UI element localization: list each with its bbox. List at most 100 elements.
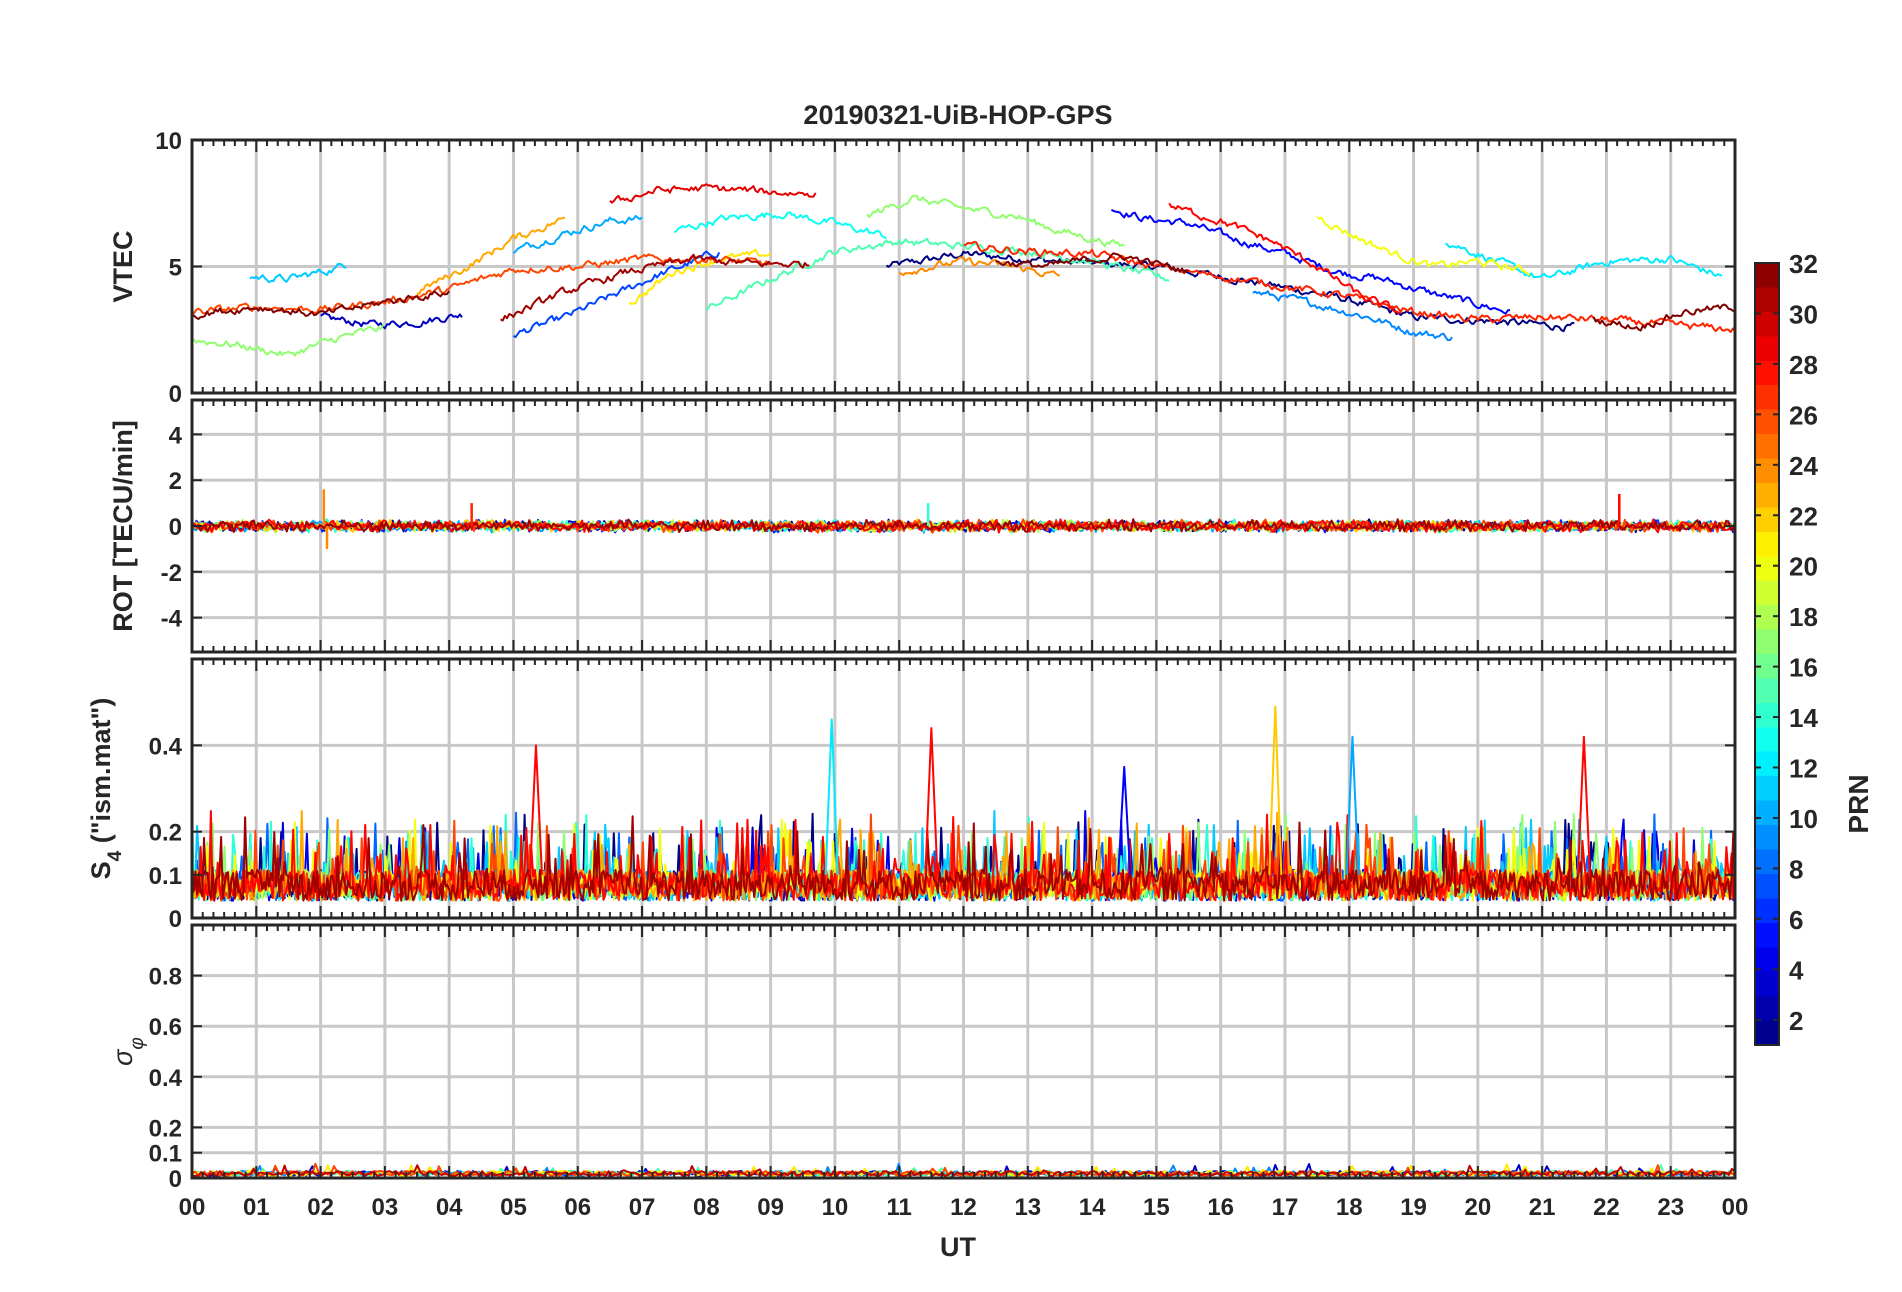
x-tick-label: 16 xyxy=(1207,1194,1234,1221)
colorbar-tick-label: 4 xyxy=(1789,955,1804,985)
colorbar-tick-label: 8 xyxy=(1789,854,1803,884)
x-tick-label: 04 xyxy=(436,1194,463,1221)
colorbar-tick-label: 26 xyxy=(1789,400,1818,430)
vtec-arc-prn-32 xyxy=(995,252,1189,274)
vtec-arc-prn-17 xyxy=(866,194,1125,248)
y-label-sub: φ xyxy=(127,1037,148,1049)
colorbar-tick-label: 28 xyxy=(1789,350,1818,380)
y-tick-label: 0.1 xyxy=(149,863,182,890)
s4-peak xyxy=(1345,735,1360,875)
colorbar-frame xyxy=(1754,262,1780,1046)
colorbar-label: PRN xyxy=(1843,774,1874,833)
x-tick-label: 10 xyxy=(822,1194,849,1221)
x-tick-label: 08 xyxy=(693,1194,720,1221)
data-layer xyxy=(192,183,1735,357)
y-tick-label: 0.6 xyxy=(149,1014,182,1041)
colorbar-tick-label: 10 xyxy=(1789,804,1818,834)
vtec-arc-prn-7 xyxy=(513,250,721,339)
s4-peak xyxy=(1576,735,1591,875)
y-tick-label: 2 xyxy=(169,468,182,495)
figure-title: 20190321-UiB-HOP-GPS xyxy=(803,100,1112,130)
vtec-arc-prn-17 xyxy=(192,324,385,357)
y-axis-label: VTEC xyxy=(108,230,138,302)
y-tick-label: 0 xyxy=(169,381,182,408)
vtec-arc-prn-32 xyxy=(1592,303,1735,332)
y-label-sub: 4 xyxy=(105,850,126,861)
x-tick-label: 21 xyxy=(1529,1194,1556,1221)
colorbar-tick-label: 2 xyxy=(1789,1006,1803,1036)
colorbar-tick-label: 6 xyxy=(1789,905,1803,935)
vtec-arc-prn-28 xyxy=(1168,202,1401,314)
y-tick-label: 0 xyxy=(169,514,182,541)
x-tick-label: 22 xyxy=(1593,1194,1620,1221)
x-tick-label: 18 xyxy=(1336,1194,1363,1221)
y-label-main: σ xyxy=(108,1048,138,1066)
y-label-rest: ("ism.mat") xyxy=(86,698,116,851)
y-tick-label: 5 xyxy=(169,255,182,282)
x-tick-label: 20 xyxy=(1464,1194,1491,1221)
y-tick-label: 4 xyxy=(169,422,183,449)
x-tick-label: 14 xyxy=(1079,1194,1106,1221)
data-layer xyxy=(192,489,1735,549)
x-tick-label: 00 xyxy=(179,1194,206,1221)
vtec-arc-prn-5 xyxy=(1110,208,1511,315)
y-axis-label: σφ xyxy=(108,1037,148,1066)
y-tick-label: -2 xyxy=(161,560,182,587)
y-tick-label: 0.8 xyxy=(149,964,182,991)
sigma-phi-panel: 00.10.2 0.4 0.6 0.8 σφ xyxy=(108,923,1737,1193)
y-tick-label: 0 xyxy=(169,1166,182,1193)
y-tick-label: 0.4 xyxy=(149,733,183,760)
x-tick-label: 17 xyxy=(1272,1194,1299,1221)
colorbar-tick-label: 14 xyxy=(1789,703,1818,733)
colorbar-tick-label: 22 xyxy=(1789,501,1818,531)
vtec-arc-prn-27 xyxy=(963,240,1735,333)
x-tick-label: 11 xyxy=(887,1194,912,1221)
x-tick-label: 09 xyxy=(757,1194,784,1221)
x-tick-label: 15 xyxy=(1143,1194,1170,1221)
s4-trace-prn-31 xyxy=(192,815,1735,902)
y-tick-label: 0.2 xyxy=(149,820,182,847)
colorbar-tick-label: 30 xyxy=(1789,299,1818,329)
vtec-arc-prn-26 xyxy=(192,253,771,315)
vtec-arc-prn-24 xyxy=(898,256,1061,278)
x-tick-label: 03 xyxy=(372,1194,399,1221)
s4-peak xyxy=(924,727,939,875)
rot-trace-prn-31 xyxy=(192,518,1735,533)
x-tick-label: 02 xyxy=(307,1194,334,1221)
vtec-arc-prn-10 xyxy=(512,214,643,255)
x-tick-label: 07 xyxy=(629,1194,656,1221)
colorbar-tick-label: 32 xyxy=(1789,249,1818,279)
vtec-arc-prn-13 xyxy=(673,211,888,240)
y-tick-label: -4 xyxy=(161,606,183,633)
data-layer xyxy=(192,705,1735,902)
s4-peak xyxy=(824,718,839,875)
x-tick-label: 19 xyxy=(1400,1194,1427,1221)
y-tick-label: 0 xyxy=(169,906,182,933)
vtec-arc-prn-12 xyxy=(1444,242,1723,279)
shared-x-axis: 00 01 02 03 04 05 06 07 08 09 10 11 12 13 14 15 16 17 18 19… xyxy=(179,1194,1749,1221)
vtec-arc-prn-20 xyxy=(1316,215,1531,277)
vtec-arc-prn-9 xyxy=(1252,290,1453,342)
vtec-arc-prn-23 xyxy=(416,216,566,295)
vtec-arc-prn-3 xyxy=(320,311,463,330)
colorbar-tick-label: 24 xyxy=(1789,451,1818,481)
y-tick-label: 0.4 xyxy=(149,1065,183,1092)
x-axis-label: UT xyxy=(940,1232,976,1262)
colorbar-tick-label: 12 xyxy=(1789,754,1818,784)
x-tick-label: 01 xyxy=(243,1194,270,1221)
x-tick-label: 13 xyxy=(1014,1194,1041,1221)
x-tick-label: 23 xyxy=(1657,1194,1684,1221)
vtec-panel: 0 5 10 VTEC xyxy=(108,128,1737,408)
y-axis-label: S4 ("ism.mat") xyxy=(86,698,126,880)
vtec-arc-prn-32 xyxy=(192,290,451,320)
colorbar-fill xyxy=(1755,263,1779,1045)
s4-peak xyxy=(1117,765,1132,875)
x-tick-label: 12 xyxy=(950,1194,977,1221)
x-tick-label: 00 xyxy=(1722,1194,1749,1221)
vtec-arc-prn-11 xyxy=(249,262,347,284)
x-tick-label: 05 xyxy=(500,1194,527,1221)
y-tick-label: 0.2 xyxy=(149,1115,182,1142)
y-axis-label: ROT [TECU/min] xyxy=(108,420,138,631)
